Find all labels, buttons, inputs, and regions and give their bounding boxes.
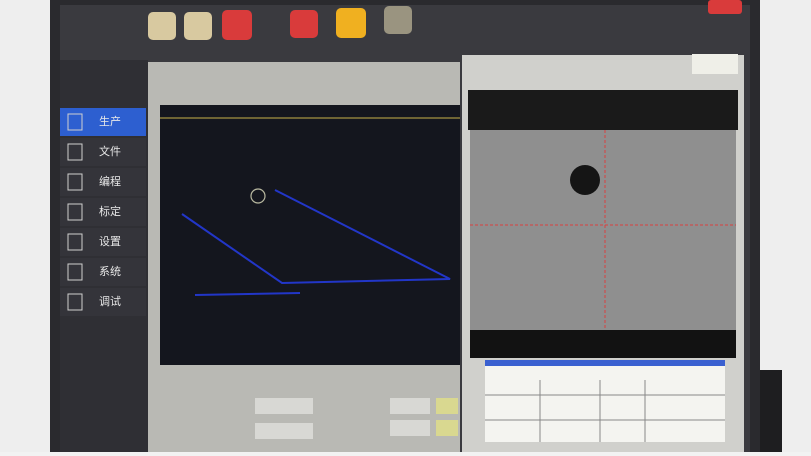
button[interactable]	[436, 420, 458, 436]
sidebar-icon	[67, 173, 83, 191]
sidebar-item[interactable]	[60, 228, 146, 256]
sidebar-icon	[67, 113, 83, 131]
tool-path	[194, 292, 301, 296]
cursor	[250, 188, 266, 204]
pause-button[interactable]	[184, 12, 212, 40]
sidebar-label: 设置	[99, 235, 121, 248]
sidebar-icon	[67, 293, 83, 311]
monitor-stand	[760, 370, 782, 452]
path-canvas	[160, 105, 460, 365]
tool-button[interactable]	[384, 6, 412, 34]
sidebar-icon	[67, 233, 83, 251]
target-hole	[570, 165, 600, 195]
button[interactable]	[436, 398, 458, 414]
sidebar-label: 调试	[99, 295, 121, 308]
sidebar-label: 系统	[99, 265, 121, 278]
sidebar-label: 文件	[99, 144, 121, 158]
sidebar-label: 生产	[99, 114, 121, 128]
table-header	[485, 360, 725, 366]
result-table	[485, 360, 725, 442]
home-button[interactable]	[336, 8, 366, 38]
play-button[interactable]	[148, 12, 176, 40]
reset-button[interactable]	[290, 10, 318, 38]
camera-header	[468, 90, 738, 130]
sidebar-item[interactable]	[60, 168, 146, 196]
sidebar-item[interactable]	[60, 198, 146, 226]
camera-image	[470, 130, 736, 330]
input[interactable]	[255, 423, 313, 439]
top-button[interactable]	[692, 54, 738, 74]
sidebar-item[interactable]	[60, 138, 146, 166]
close-button[interactable]	[708, 0, 742, 14]
sidebar-item[interactable]	[60, 258, 146, 286]
sidebar-icon	[67, 263, 83, 281]
input[interactable]	[255, 398, 313, 414]
sidebar-label: 编程	[99, 174, 121, 188]
input[interactable]	[390, 398, 430, 414]
sidebar-item[interactable]	[60, 108, 146, 136]
stop-button[interactable]	[222, 10, 252, 40]
sidebar-icon	[67, 203, 83, 221]
tool-path	[181, 189, 451, 285]
sidebar-label: 标定	[99, 204, 121, 218]
sidebar-item[interactable]	[60, 288, 146, 316]
input[interactable]	[390, 420, 430, 436]
camera-footer	[470, 330, 736, 358]
sidebar-icon	[67, 143, 83, 161]
